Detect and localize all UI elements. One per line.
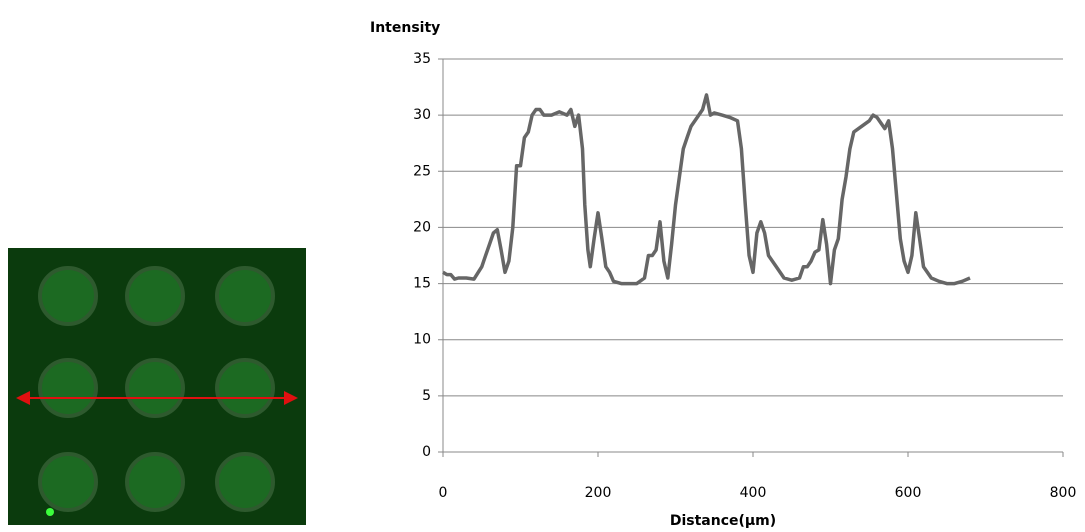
chart-title: Intensity [370,20,440,36]
x-axis-label: Distance(µm) [670,513,776,529]
x-tick-label: 400 [740,485,767,501]
page: {"chart_data": {"type": "line", "title":… [0,0,1085,532]
y-tick-label: 30 [413,107,431,123]
y-tick-label: 10 [413,332,431,348]
data-line [443,95,970,284]
figure: Intensity Distance(µm) 0 5 10 15 20 25 30 35 0 20… [0,0,1085,532]
y-tick-label: 5 [422,388,431,404]
x-tick-label: 800 [1050,485,1077,501]
y-tick-label: 20 [413,219,431,235]
y-tick-label: 35 [413,51,431,67]
micrograph [8,248,306,525]
x-tick-label: 600 [895,485,922,501]
y-tick-label: 25 [413,163,431,179]
y-tick-label: 15 [413,276,431,292]
y-tick-label: 0 [422,444,431,460]
x-tick-label: 200 [585,485,612,501]
x-tick-label: 0 [439,485,448,501]
